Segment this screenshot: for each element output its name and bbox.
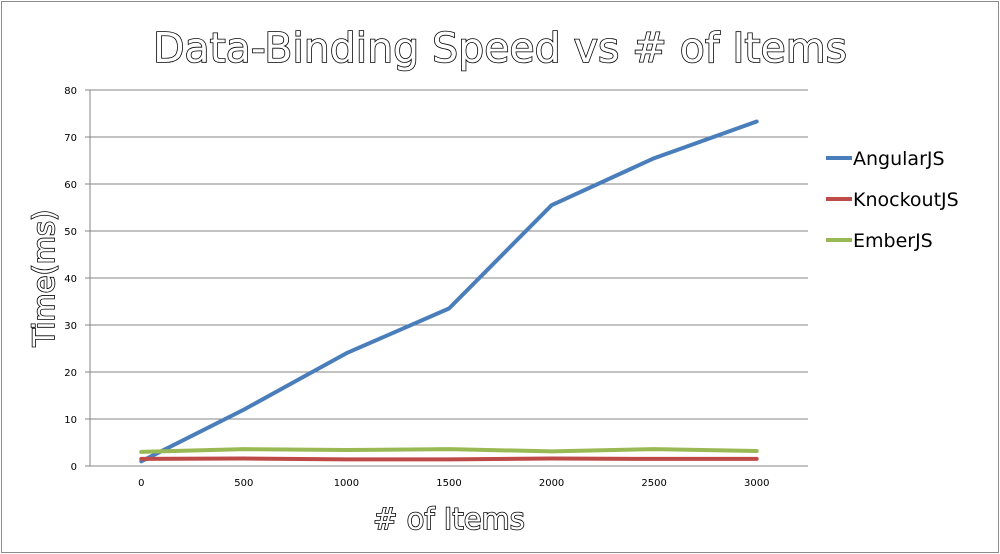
series-line-angularjs	[139, 119, 759, 464]
y-axis-label: Time(ms)	[27, 210, 61, 348]
x-tick-label: 500	[234, 478, 253, 489]
y-tick-label: 80	[64, 86, 77, 97]
legend: AngularJS KnockoutJS EmberJS	[826, 148, 959, 252]
y-tick-label: 30	[64, 321, 77, 332]
x-axis-label: # of Items	[373, 502, 525, 536]
y-tick-label: 10	[64, 415, 77, 426]
y-tick-label: 60	[64, 180, 77, 191]
y-tick-label: 20	[64, 368, 77, 379]
x-tick-label: 3000	[744, 478, 769, 489]
gridlines	[85, 89, 808, 467]
y-tick-label: 0	[71, 462, 77, 473]
series-lines	[139, 119, 759, 464]
x-tick-labels: 0 500 1000 1500 2000 2500 3000	[138, 478, 769, 489]
x-tick-label: 1500	[436, 478, 461, 489]
x-tick-label: 0	[138, 478, 144, 489]
legend-label-emberjs: EmberJS	[853, 230, 933, 252]
series-line-knockoutjs	[139, 456, 759, 462]
y-tick-labels: 0 10 20 30 40 50 60 70 80	[64, 86, 77, 473]
x-tick-label: 1000	[334, 478, 359, 489]
series-line-emberjs	[139, 447, 759, 454]
y-tick-label: 50	[64, 227, 77, 238]
y-tick-label: 40	[64, 274, 77, 285]
x-tick-label: 2000	[539, 478, 564, 489]
legend-label-knockoutjs: KnockoutJS	[853, 189, 959, 211]
y-tick-label: 70	[64, 133, 77, 144]
legend-label-angularjs: AngularJS	[853, 148, 945, 170]
chart-title: Data-Binding Speed vs # of Items	[153, 24, 847, 72]
x-tick-label: 2500	[641, 478, 666, 489]
